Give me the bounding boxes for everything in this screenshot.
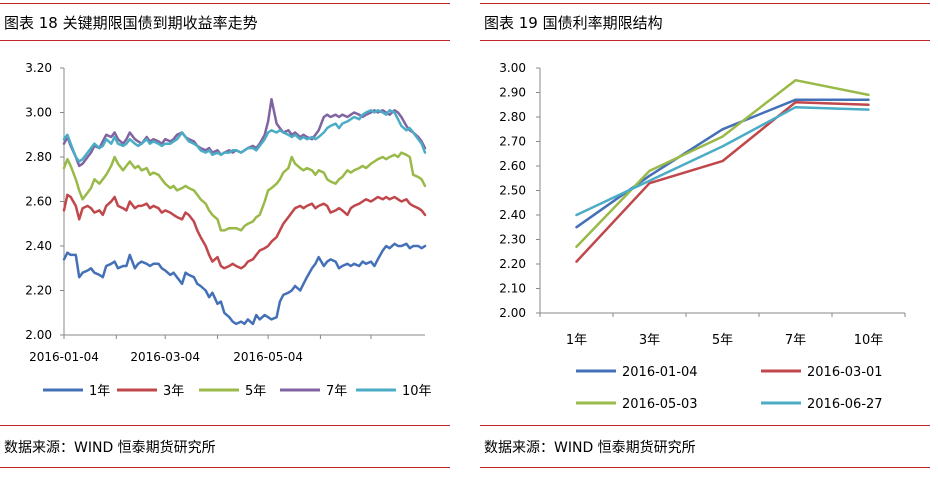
y-tick-label: 2.60 <box>25 195 52 209</box>
y-tick-label: 3.20 <box>25 61 52 75</box>
y-tick-label: 2.20 <box>499 257 526 271</box>
x-tick-label: 2016-03-04 <box>130 350 200 364</box>
series-line-10年 <box>62 109 427 163</box>
legend-label: 5年 <box>245 384 266 399</box>
yield-trend-chart: 2.00 2.20 2.40 2.60 2.80 3.00 3.20 2016-01-04 20… <box>25 61 432 399</box>
x-tick-label: 3年 <box>639 333 660 348</box>
legend-label: 2016-01-04 <box>622 365 698 380</box>
bottom-rule <box>480 467 930 468</box>
legend-label: 1年 <box>89 384 110 399</box>
figure-title: 图表 19 国债利率期限结构 <box>484 14 663 32</box>
y-tick-label: 2.80 <box>25 150 52 164</box>
term-structure-chart: 2.00 2.10 2.20 2.30 2.40 2.50 2.60 2.70 2.80 2.90… <box>499 61 906 412</box>
legend-label: 7年 <box>326 384 347 399</box>
series-line-3年 <box>62 193 427 270</box>
top-rule <box>480 3 930 4</box>
x-tick-label: 10年 <box>854 333 884 348</box>
top-rule <box>0 3 450 4</box>
y-tick-label: 2.60 <box>499 159 526 173</box>
legend-label: 2016-05-03 <box>622 397 698 412</box>
y-tick-label: 2.90 <box>499 86 526 100</box>
source-note: 数据来源：WIND 恒泰期货研究所 <box>484 440 696 456</box>
y-tick-label: 2.40 <box>499 208 526 222</box>
y-tick-label: 2.80 <box>499 110 526 124</box>
right-panel: 图表 19 国债利率期限结构 2.00 2.10 2.20 2.30 2.40 2.50 2… <box>480 0 930 480</box>
y-tick-label: 2.00 <box>499 306 526 320</box>
series-line-1年 <box>62 242 427 326</box>
y-tick-label: 2.40 <box>25 239 52 253</box>
y-tick-label: 2.20 <box>25 284 52 298</box>
title-rule <box>480 40 930 41</box>
y-tick-label: 2.50 <box>499 184 526 198</box>
y-tick-label: 3.00 <box>499 61 526 75</box>
x-tick-label: 2016-05-04 <box>233 350 303 364</box>
figure-title: 图表 18 关键期限国债到期收益率走势 <box>4 14 258 32</box>
legend-label: 2016-03-01 <box>807 365 883 380</box>
left-panel: 图表 18 关键期限国债到期收益率走势 2.00 2.20 2.40 2.60 2.80… <box>0 0 450 480</box>
series-line-2016-03-01 <box>575 101 870 263</box>
source-rule <box>0 425 450 426</box>
y-tick-label: 3.00 <box>25 106 52 120</box>
series-line-2016-01-04 <box>575 98 870 229</box>
legend-label: 10年 <box>402 384 432 399</box>
title-rule <box>0 40 450 41</box>
series-line-2016-06-27 <box>575 105 870 217</box>
y-tick-label: 2.10 <box>499 282 526 296</box>
x-tick-label: 2016-01-04 <box>29 350 99 364</box>
x-tick-label: 7年 <box>785 333 806 348</box>
y-tick-label: 2.00 <box>25 328 52 342</box>
source-note: 数据来源：WIND 恒泰期货研究所 <box>4 440 216 456</box>
series-line-2016-05-03 <box>575 78 870 249</box>
source-rule <box>480 425 930 426</box>
x-tick-label: 5年 <box>712 333 733 348</box>
y-tick-label: 2.70 <box>499 135 526 149</box>
legend-label: 3年 <box>163 384 184 399</box>
y-tick-label: 2.30 <box>499 233 526 247</box>
bottom-rule <box>0 467 450 468</box>
x-tick-label: 1年 <box>566 333 587 348</box>
series-line-5年 <box>62 151 427 232</box>
legend-label: 2016-06-27 <box>807 397 883 412</box>
